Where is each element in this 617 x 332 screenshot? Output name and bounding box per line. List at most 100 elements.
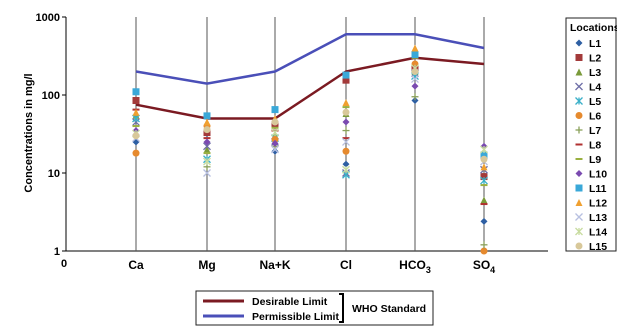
data-point-l12 xyxy=(480,163,488,171)
limit-line-desirable-limit xyxy=(135,56,485,120)
data-point-l5 xyxy=(480,176,488,185)
data-point-l10 xyxy=(342,118,350,126)
data-point-l10 xyxy=(203,138,211,146)
legend-marker xyxy=(575,126,583,134)
data-point-l15 xyxy=(132,132,140,140)
legend-label: L14 xyxy=(589,227,607,239)
data-point-l1 xyxy=(342,160,350,168)
data-point-l15 xyxy=(342,108,350,116)
limit-legend-group-label: WHO Standard xyxy=(352,303,426,315)
data-point-l11 xyxy=(271,106,279,114)
legend-label: L6 xyxy=(589,111,601,123)
data-point-l3 xyxy=(480,196,488,204)
limit-legend-box xyxy=(195,290,434,326)
category-label: SO4 xyxy=(473,258,495,275)
limit-legend-bracket xyxy=(339,293,344,323)
category-label: Na+K xyxy=(259,258,290,272)
legend-label: L5 xyxy=(589,96,601,108)
y-axis-label: Concentrations in mg/l xyxy=(23,73,35,192)
legend-label: L9 xyxy=(589,154,601,166)
data-point-l12 xyxy=(342,99,350,107)
limit-legend-label: Desirable Limit xyxy=(252,296,328,308)
y-tick-label: 1 xyxy=(54,246,60,258)
legend-label: L3 xyxy=(589,67,601,79)
y-tick-label: 10 xyxy=(48,168,60,180)
x-origin-label: 0 xyxy=(61,258,67,270)
legend-marker xyxy=(575,97,583,105)
data-point-l1 xyxy=(271,147,279,155)
limit-legend: Desirable Limit Permissible Limit WHO Stan… xyxy=(195,290,434,326)
data-point-l3 xyxy=(203,146,211,154)
series-legend: Locations L1 L2 L3 L4 L5 L6 L7 L8 L9 L10 L11 L12 L13 L… xyxy=(565,17,617,253)
legend-marker xyxy=(575,170,583,177)
limit-legend-label: Permissible Limit xyxy=(252,311,339,323)
legend-label: L10 xyxy=(589,169,607,181)
category-label: HCO3 xyxy=(399,258,431,275)
legend-marker xyxy=(575,82,583,91)
legend-marker xyxy=(575,68,583,76)
data-point-l12 xyxy=(411,44,419,52)
legend-label: L7 xyxy=(589,125,601,137)
data-point-l13 xyxy=(271,145,279,154)
legend-label: L12 xyxy=(589,198,607,210)
legend-label: L1 xyxy=(589,38,601,50)
data-point-l13 xyxy=(203,169,211,177)
data-point-l4 xyxy=(203,142,211,151)
data-point-l7 xyxy=(411,93,419,101)
legend-label: L11 xyxy=(589,183,607,195)
limit-line-permissible-limit xyxy=(135,33,485,85)
data-point-l1 xyxy=(480,217,488,225)
data-point-l5 xyxy=(132,114,140,123)
data-point-l2 xyxy=(480,173,488,181)
data-point-l4 xyxy=(132,118,140,127)
data-point-l14 xyxy=(271,128,279,137)
legend-marker xyxy=(575,242,583,250)
legend-marker xyxy=(575,227,583,236)
data-point-l1 xyxy=(411,97,419,105)
data-point-l2 xyxy=(132,97,140,105)
legend-marker xyxy=(575,39,583,47)
data-point-l6 xyxy=(480,247,488,255)
data-point-l14 xyxy=(480,145,488,154)
data-point-l6 xyxy=(271,135,279,143)
legend-label: L8 xyxy=(589,140,601,152)
data-point-l6 xyxy=(132,149,140,157)
legend-box xyxy=(565,17,617,252)
legend-label: L2 xyxy=(589,53,601,65)
data-point-l11 xyxy=(132,88,140,96)
legend-marker xyxy=(575,54,583,61)
y-tick-label: 1000 xyxy=(36,12,60,24)
data-point-l14 xyxy=(203,157,211,166)
legend-marker xyxy=(575,112,583,119)
data-point-l11 xyxy=(411,51,419,59)
data-point-l15 xyxy=(411,68,419,76)
data-point-l13 xyxy=(411,75,419,84)
data-point-l13 xyxy=(342,138,350,146)
legend-marker xyxy=(575,213,583,221)
data-point-l2 xyxy=(342,76,350,84)
legend-title: Locations xyxy=(570,22,617,34)
plot-area: 1 10 100 1000 0 Ca Mg Na+K Cl HCO3 SO4 xyxy=(36,12,548,275)
data-point-l12 xyxy=(132,108,140,116)
data-point-l15 xyxy=(480,155,488,163)
legend-marker xyxy=(575,184,583,192)
category-label: Mg xyxy=(198,258,215,272)
data-point-l6 xyxy=(342,147,350,155)
category-label: Ca xyxy=(128,258,144,272)
data-point-l15 xyxy=(203,126,211,134)
data-point-l10 xyxy=(271,139,279,147)
data-point-l7 xyxy=(480,241,488,249)
data-point-l11 xyxy=(203,112,211,120)
category-label: Cl xyxy=(340,258,352,272)
data-point-l12 xyxy=(203,118,211,126)
y-tick-label: 100 xyxy=(42,90,60,102)
data-point-l7 xyxy=(342,127,350,135)
data-point-l15 xyxy=(271,118,279,126)
data-point-l10 xyxy=(411,82,419,90)
legend-label: L13 xyxy=(589,212,607,224)
data-point-l11 xyxy=(480,151,488,159)
legend-label: L15 xyxy=(589,241,607,253)
